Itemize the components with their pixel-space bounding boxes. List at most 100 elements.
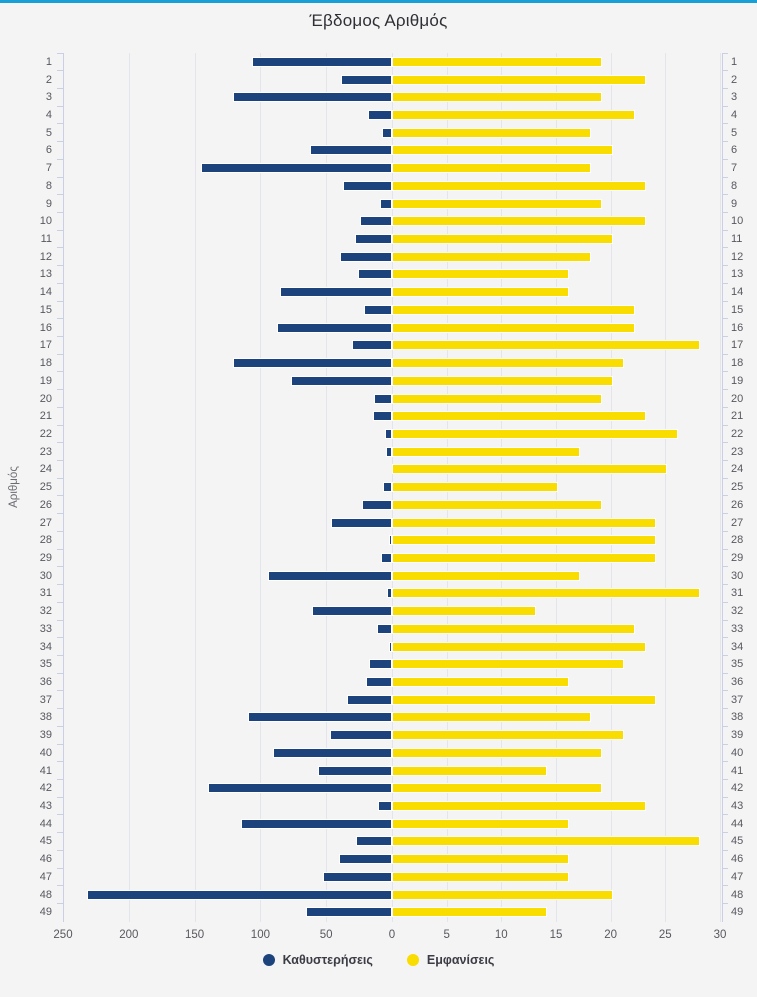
appearance-bar[interactable] [392, 411, 646, 422]
delay-bar[interactable] [383, 482, 392, 493]
appearance-bar[interactable] [392, 198, 602, 209]
appearance-bar[interactable] [392, 340, 701, 351]
appearance-bar[interactable] [392, 180, 646, 191]
delay-bar[interactable] [355, 836, 392, 847]
delay-bar[interactable] [312, 606, 392, 617]
appearance-bar[interactable] [392, 712, 591, 723]
appearance-bar[interactable] [392, 517, 657, 528]
appearance-bar[interactable] [392, 836, 701, 847]
delay-bar[interactable] [351, 340, 392, 351]
appearance-bar[interactable] [392, 145, 613, 156]
appearance-bar[interactable] [392, 482, 558, 493]
delay-bar[interactable] [305, 907, 392, 918]
appearance-bar[interactable] [392, 854, 569, 865]
delay-bar[interactable] [372, 411, 392, 422]
appearance-bar[interactable] [392, 907, 548, 918]
delay-bar[interactable] [291, 375, 392, 386]
appearance-bar[interactable] [392, 163, 591, 174]
delay-bar[interactable] [386, 446, 392, 457]
delay-bar[interactable] [279, 287, 392, 298]
legend-item-delays[interactable]: Καθυστερήσεις [262, 953, 373, 967]
appearance-bar[interactable] [392, 234, 613, 245]
delay-bar[interactable] [330, 517, 392, 528]
delay-bar[interactable] [341, 74, 392, 85]
appearance-bar[interactable] [392, 871, 569, 882]
appearance-bar[interactable] [392, 623, 635, 634]
delay-bar[interactable] [251, 56, 392, 67]
delay-bar[interactable] [329, 730, 392, 741]
delay-bar[interactable] [376, 623, 392, 634]
appearance-bar[interactable] [392, 56, 602, 67]
appearance-bar[interactable] [392, 464, 668, 475]
delay-bar[interactable] [382, 127, 392, 138]
delay-bar[interactable] [309, 145, 392, 156]
delay-bar[interactable] [342, 180, 392, 191]
appearance-bar[interactable] [392, 588, 701, 599]
appearance-bar[interactable] [392, 677, 569, 688]
appearance-bar[interactable] [392, 765, 548, 776]
appearance-bar[interactable] [392, 818, 569, 829]
delay-bar[interactable] [233, 92, 392, 103]
delay-bar[interactable] [247, 712, 392, 723]
delay-bar[interactable] [322, 871, 392, 882]
appearance-bar[interactable] [392, 74, 646, 85]
delay-bar[interactable] [241, 818, 392, 829]
appearance-bar[interactable] [392, 428, 679, 439]
delay-bar[interactable] [208, 783, 392, 794]
appearance-bar[interactable] [392, 889, 613, 900]
delay-bar[interactable] [366, 677, 392, 688]
delay-bar[interactable] [359, 216, 392, 227]
delay-bar[interactable] [358, 269, 392, 280]
appearance-bar[interactable] [392, 287, 569, 298]
delay-bar[interactable] [384, 428, 392, 439]
appearance-bar[interactable] [392, 535, 657, 546]
delay-bar[interactable] [340, 251, 392, 262]
appearance-bar[interactable] [392, 127, 591, 138]
appearance-bar[interactable] [392, 92, 602, 103]
delay-bar[interactable] [200, 163, 392, 174]
delay-bar[interactable] [354, 234, 392, 245]
appearance-bar[interactable] [392, 393, 602, 404]
appearance-bar[interactable] [392, 641, 646, 652]
appearance-bar[interactable] [392, 570, 580, 581]
delay-bar[interactable] [346, 694, 392, 705]
appearance-bar[interactable] [392, 110, 635, 121]
delay-bar[interactable] [87, 889, 392, 900]
delay-bar[interactable] [388, 641, 392, 652]
appearance-bar[interactable] [392, 552, 657, 563]
appearance-bar[interactable] [392, 216, 646, 227]
delay-bar[interactable] [387, 588, 392, 599]
appearance-bar[interactable] [392, 659, 624, 670]
delay-bar[interactable] [374, 393, 392, 404]
delay-bar[interactable] [362, 499, 392, 510]
appearance-bar[interactable] [392, 801, 646, 812]
appearance-bar[interactable] [392, 375, 613, 386]
appearance-bar[interactable] [392, 694, 657, 705]
appearance-bar[interactable] [392, 783, 602, 794]
delay-bar[interactable] [276, 322, 392, 333]
appearance-bar[interactable] [392, 304, 635, 315]
delay-bar[interactable] [363, 304, 392, 315]
appearance-bar[interactable] [392, 358, 624, 369]
appearance-bar[interactable] [392, 730, 624, 741]
appearance-bar[interactable] [392, 606, 537, 617]
delay-bar[interactable] [338, 854, 392, 865]
delay-bar[interactable] [378, 801, 392, 812]
delay-bar[interactable] [233, 358, 392, 369]
delay-bar[interactable] [368, 659, 392, 670]
delay-bar[interactable] [317, 765, 392, 776]
appearance-bar[interactable] [392, 251, 591, 262]
delay-bar[interactable] [272, 747, 392, 758]
delay-bar[interactable] [380, 552, 392, 563]
appearance-bar[interactable] [392, 747, 602, 758]
delay-bar[interactable] [267, 570, 392, 581]
legend-item-appearances[interactable]: Εμφανίσεις [406, 953, 494, 967]
delay-bar[interactable] [367, 110, 392, 121]
appearance-bar[interactable] [392, 322, 635, 333]
delay-bar[interactable] [388, 535, 392, 546]
appearance-bar[interactable] [392, 269, 569, 280]
right-category-label: 4 [731, 109, 738, 122]
appearance-bar[interactable] [392, 446, 580, 457]
appearance-bar[interactable] [392, 499, 602, 510]
delay-bar[interactable] [379, 198, 392, 209]
